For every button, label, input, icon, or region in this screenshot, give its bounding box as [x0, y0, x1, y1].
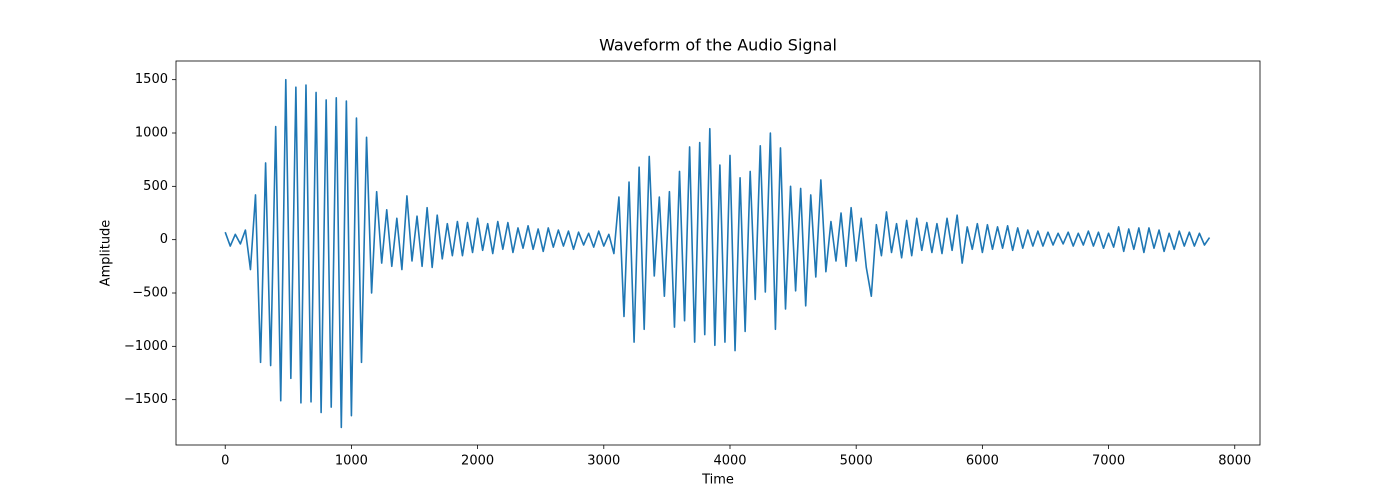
- x-tick-label: 0: [221, 454, 229, 469]
- plot-frame: [175, 60, 1261, 446]
- y-tick-label: 1500: [135, 72, 168, 87]
- x-tick-label: 7000: [1092, 454, 1125, 469]
- x-tick-label: 8000: [1218, 454, 1251, 469]
- y-tick-label: 500: [143, 179, 168, 194]
- y-tick-label: −1500: [124, 392, 168, 407]
- x-tick-label: 6000: [966, 454, 999, 469]
- x-tick-label: 3000: [587, 454, 620, 469]
- x-tick-label: 5000: [840, 454, 873, 469]
- x-tick-label: 2000: [461, 454, 494, 469]
- chart-title: Waveform of the Audio Signal: [599, 36, 837, 55]
- x-tick-label: 1000: [335, 454, 368, 469]
- x-tick-label: 4000: [713, 454, 746, 469]
- y-tick-label: 1000: [135, 126, 168, 141]
- waveform-line: [224, 78, 1211, 429]
- y-tick-label: −1000: [124, 339, 168, 354]
- x-axis-label: Time: [701, 473, 734, 488]
- y-axis-label: Amplitude: [99, 220, 114, 287]
- y-tick-label: 0: [160, 232, 168, 247]
- y-tick-label: −500: [132, 286, 168, 301]
